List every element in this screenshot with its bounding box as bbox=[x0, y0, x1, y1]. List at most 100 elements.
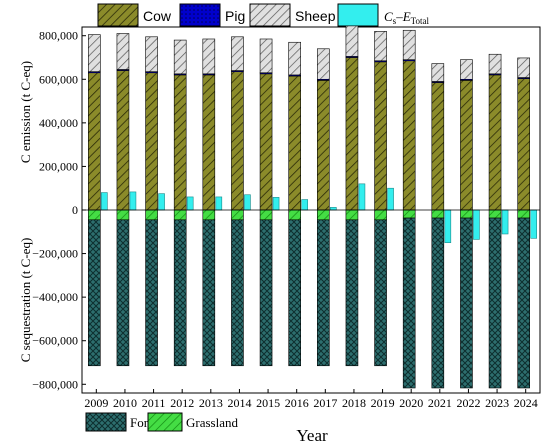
bar-cow-2020 bbox=[402, 60, 416, 211]
bar-sheep-2010 bbox=[116, 33, 130, 70]
legend-item-grassland: Grassland bbox=[147, 412, 238, 432]
x-tick-label: 2013 bbox=[199, 396, 223, 410]
bar-forest-2024 bbox=[517, 217, 530, 389]
legend-label-sheep: Sheep bbox=[295, 8, 336, 24]
y-tick-label: 800,000 bbox=[39, 29, 78, 43]
bar-cow-2021 bbox=[431, 82, 445, 211]
bar-grassland-2023 bbox=[488, 209, 502, 219]
legend-swatch-net bbox=[337, 3, 379, 27]
bar-forest-2023 bbox=[488, 217, 502, 389]
bar-sheep-2013 bbox=[202, 38, 216, 75]
legend-item-sheep: Sheep bbox=[249, 3, 336, 27]
x-axis: 2009 2010 2011 2012 2013 2014 2015 2016 2017 2018… bbox=[84, 389, 538, 410]
bar-sheep-2018 bbox=[345, 25, 359, 57]
bar-forest-2016 bbox=[288, 219, 301, 367]
bar-net-2014 bbox=[244, 194, 251, 211]
bar-forest-2009 bbox=[88, 219, 101, 367]
y-axis: −800,000 −600,000 −400,000 −200,000 0 200,000… bbox=[32, 29, 86, 391]
x-tick-label: 2022 bbox=[456, 396, 480, 410]
bar-cow-2014 bbox=[231, 71, 244, 211]
y-tick-label: −400,000 bbox=[32, 290, 78, 304]
bar-cow-2013 bbox=[202, 74, 216, 211]
bar-forest-2021 bbox=[431, 217, 445, 389]
y-tick-label: 0 bbox=[72, 203, 78, 217]
y-axis-title-sequestration: C sequestration (t C-eq) bbox=[18, 238, 33, 363]
bar-net-2023 bbox=[501, 209, 509, 235]
x-tick-label: 2017 bbox=[313, 396, 337, 410]
y-tick-label: 600,000 bbox=[39, 72, 78, 86]
bar-net-2010 bbox=[129, 191, 137, 211]
bar-sheep-2017 bbox=[317, 48, 330, 80]
bar-forest-2017 bbox=[317, 219, 330, 367]
legend-swatch-forest bbox=[85, 412, 127, 432]
bar-grassland-2024 bbox=[517, 209, 530, 219]
bar-sheep-2024 bbox=[517, 57, 530, 78]
bar-sheep-2019 bbox=[374, 31, 387, 62]
x-axis-title: Year bbox=[296, 426, 328, 445]
bar-grassland-2010 bbox=[116, 209, 130, 221]
bar-cow-2011 bbox=[145, 72, 158, 211]
legend-label-grassland: Grassland bbox=[186, 415, 238, 430]
bar-grassland-2013 bbox=[202, 209, 216, 221]
bar-forest-2013 bbox=[202, 219, 216, 367]
bar-cow-2023 bbox=[488, 74, 502, 211]
y-tick-label: −800,000 bbox=[32, 377, 78, 391]
x-tick-label: 2014 bbox=[227, 396, 251, 410]
bar-grassland-2019 bbox=[374, 209, 387, 221]
legend-swatch-cow bbox=[97, 3, 139, 27]
bar-forest-2022 bbox=[460, 217, 473, 389]
bar-sheep-2020 bbox=[402, 29, 416, 60]
bar-grassland-2017 bbox=[317, 209, 330, 221]
y-tick-label: 200,000 bbox=[39, 159, 78, 173]
bar-sheep-2009 bbox=[88, 34, 101, 72]
bar-forest-2019 bbox=[374, 219, 387, 367]
bar-forest-2010 bbox=[116, 219, 130, 367]
x-tick-label: 2012 bbox=[170, 396, 194, 410]
bar-grassland-2016 bbox=[288, 209, 301, 221]
bar-cow-2018 bbox=[345, 57, 359, 211]
bar-net-2021 bbox=[444, 209, 452, 243]
bar-cow-2012 bbox=[173, 74, 187, 211]
bar-cow-2022 bbox=[460, 80, 473, 211]
bar-grassland-2022 bbox=[460, 209, 473, 219]
legend-swatch-grassland bbox=[147, 412, 183, 432]
bar-cow-2016 bbox=[288, 75, 301, 211]
bar-net-2015 bbox=[272, 197, 280, 211]
bar-sheep-2022 bbox=[460, 59, 473, 80]
bar-cow-2009 bbox=[88, 72, 101, 211]
legend-label-cow: Cow bbox=[143, 8, 172, 24]
x-tick-label: 2024 bbox=[514, 396, 538, 410]
bar-forest-2014 bbox=[231, 219, 244, 367]
x-tick-label: 2009 bbox=[84, 396, 108, 410]
x-tick-label: 2011 bbox=[142, 396, 166, 410]
bar-forest-2018 bbox=[345, 219, 359, 367]
bar-sheep-2015 bbox=[259, 38, 273, 74]
legend-bottom: Forest Grassland bbox=[85, 412, 238, 432]
legend-swatch-pig bbox=[179, 3, 221, 27]
bar-grassland-2021 bbox=[431, 209, 445, 219]
y-tick-label: −200,000 bbox=[32, 247, 78, 261]
bar-grassland-2018 bbox=[345, 209, 359, 221]
bar-grassland-2015 bbox=[259, 209, 273, 221]
y-axis-title-emission: C emission (t C-eq) bbox=[18, 61, 33, 163]
legend-top: Cow Pig Sheep Cs–ETotal bbox=[97, 3, 430, 27]
bar-grassland-2012 bbox=[173, 209, 187, 221]
x-tick-label: 2020 bbox=[399, 396, 423, 410]
legend-swatch-sheep bbox=[249, 3, 291, 27]
bar-sheep-2016 bbox=[288, 41, 301, 76]
bar-net-2009 bbox=[101, 192, 108, 211]
bar-net-2019 bbox=[387, 187, 394, 211]
bar-forest-2020 bbox=[402, 217, 416, 389]
bar-net-2011 bbox=[158, 193, 165, 211]
bar-net-2013 bbox=[215, 196, 223, 211]
bar-sheep-2021 bbox=[431, 63, 445, 82]
bar-forest-2015 bbox=[259, 219, 273, 367]
legend-item-cow: Cow bbox=[97, 3, 172, 27]
bar-grassland-2009 bbox=[88, 209, 101, 221]
x-tick-label: 2018 bbox=[342, 396, 366, 410]
y-tick-label: 400,000 bbox=[39, 116, 78, 130]
bar-grassland-2020 bbox=[402, 209, 416, 219]
bar-net-2022 bbox=[473, 209, 480, 240]
